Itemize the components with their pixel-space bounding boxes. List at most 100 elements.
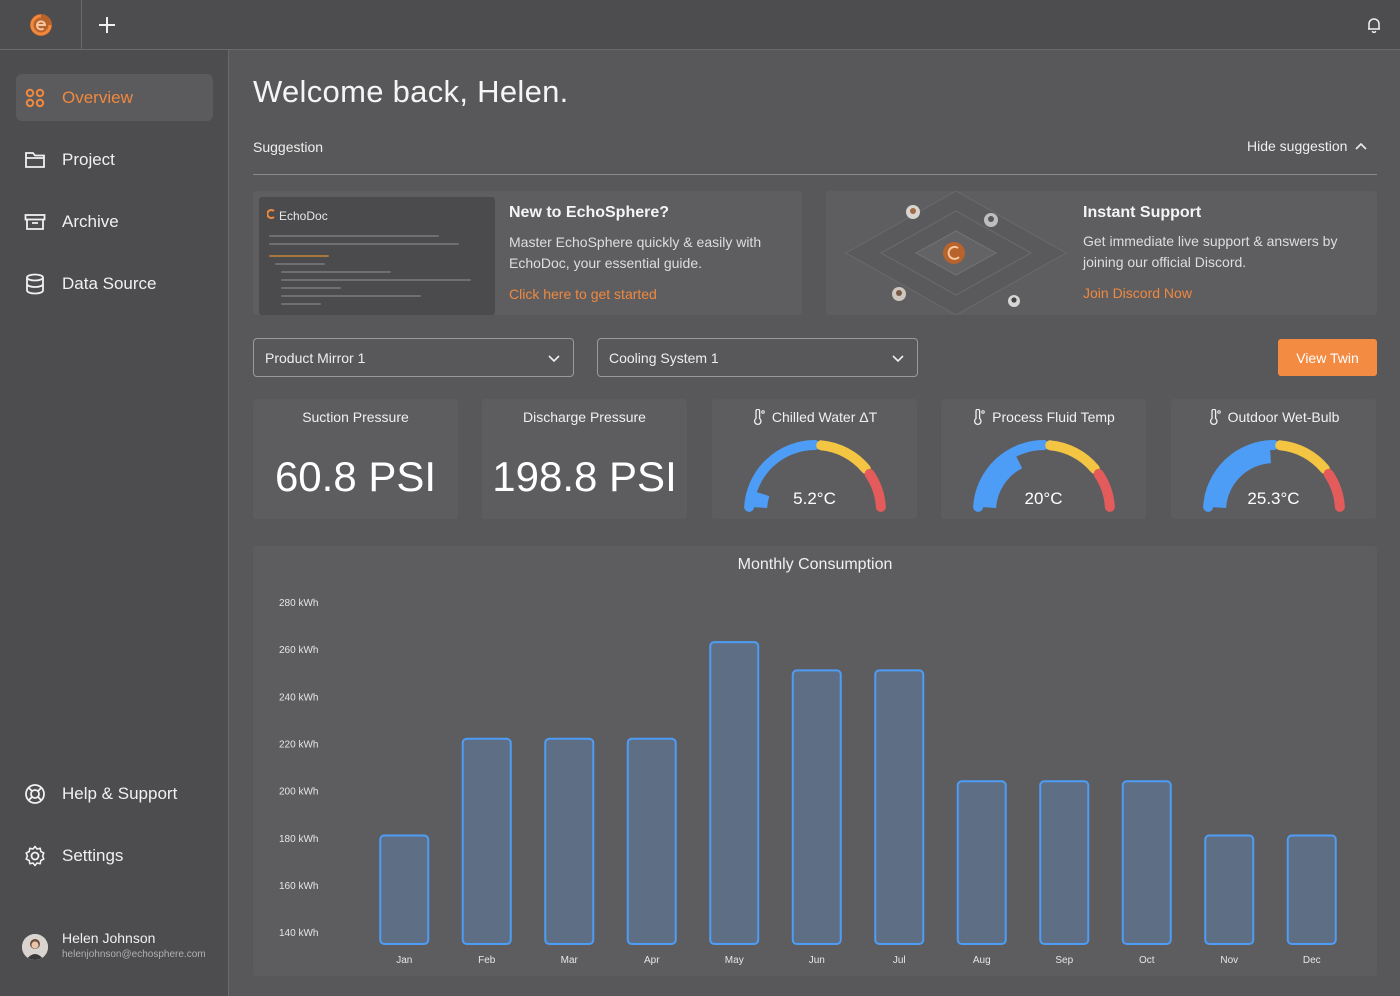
bar-chart: 140 kWh 160 kWh 180 kWh 200 kWh 220 kWh 240 k…: [279, 598, 1337, 966]
y-tick-label: 240 kWh: [279, 692, 318, 703]
chilled-water-gauge: [744, 440, 886, 512]
x-tick-label: Aug: [973, 955, 991, 966]
user-email: helenjohnson@echosphere.com: [62, 949, 206, 960]
echosphere-logo-icon: [29, 14, 52, 36]
system-select[interactable]: Cooling System 1: [597, 338, 918, 377]
gauge-arc: [1045, 440, 1100, 474]
x-tick-label: Jun: [809, 955, 825, 966]
system-select-value: Cooling System 1: [609, 349, 719, 366]
bar: [1204, 834, 1255, 945]
bar: [874, 669, 925, 946]
x-tick-label: Feb: [478, 955, 496, 966]
x-tick-label: Dec: [1303, 955, 1321, 966]
product-select[interactable]: Product Mirror 1: [253, 338, 574, 377]
echodoc-card-text: Master EchoSphere quickly & easily with …: [509, 234, 762, 271]
monthly-consumption-chart: Monthly Consumption 140 kWh 160 kWh 180 kW…: [253, 546, 1377, 976]
grid-icon: [24, 87, 46, 109]
bar: [626, 737, 677, 945]
sidebar-item-archive[interactable]: Archive: [16, 198, 213, 245]
thermometer-icon: [974, 409, 985, 425]
bar: [544, 737, 595, 945]
sidebar-item-overview[interactable]: Overview: [16, 74, 213, 121]
hide-suggestion-button[interactable]: Hide suggestion: [1247, 138, 1367, 154]
x-tick-label: Sep: [1055, 955, 1073, 966]
metric-title-text: Outdoor Wet-Bulb: [1227, 409, 1340, 425]
archive-icon: [24, 211, 46, 233]
gauge-arc: [1323, 468, 1345, 512]
bar: [1286, 834, 1337, 945]
metric-title-text: Process Fluid Temp: [992, 409, 1115, 425]
gauge-arc: [864, 468, 886, 512]
user-name: Helen Johnson: [62, 930, 156, 946]
x-tick-label: Nov: [1220, 955, 1238, 966]
join-discord-link[interactable]: Join Discord Now: [1083, 285, 1192, 301]
user-profile[interactable]: Helen Johnson helenjohnson@echosphere.co…: [22, 930, 222, 974]
bar: [709, 641, 760, 945]
wet-bulb-gauge: [1203, 440, 1345, 512]
gear-icon: [24, 845, 46, 867]
gauge-arc: [744, 440, 820, 512]
sidebar-item-label: Settings: [62, 845, 124, 865]
top-bar: [0, 0, 1400, 50]
gauge-value: 25.3°C: [1247, 489, 1300, 508]
y-tick-label: 140 kWh: [279, 928, 318, 939]
sidebar-item-label: Archive: [62, 211, 119, 231]
echodoc-card-title: New to EchoSphere?: [509, 204, 670, 221]
metric-title: Outdoor Wet-Bulb: [1171, 409, 1376, 425]
divider: [253, 174, 1377, 175]
process-fluid-card: Process Fluid Temp 20°C: [941, 399, 1146, 519]
plus-icon: [99, 17, 115, 33]
bar: [379, 834, 430, 945]
x-tick-label: Apr: [644, 955, 660, 966]
database-icon: [24, 273, 46, 295]
folder-icon: [24, 149, 46, 171]
thermometer-icon: [1209, 409, 1221, 425]
gauge-value: 5.2°C: [793, 489, 836, 508]
x-tick-label: May: [725, 955, 744, 966]
process-fluid-gauge: [973, 440, 1115, 512]
x-tick-label: Jul: [893, 955, 906, 966]
y-tick-label: 160 kWh: [279, 881, 318, 892]
x-tick-label: Oct: [1139, 955, 1155, 966]
y-tick-label: 200 kWh: [279, 787, 318, 798]
gauge-level: [980, 453, 1023, 508]
notifications-button[interactable]: [1362, 13, 1386, 37]
sidebar-item-label: Help & Support: [62, 783, 178, 803]
gauge-arc: [973, 440, 1049, 512]
app-logo[interactable]: [0, 0, 82, 50]
metric-value: 198.8 PSI: [492, 453, 677, 500]
gauge-level: [1210, 447, 1271, 508]
metric-title: Process Fluid Temp: [941, 409, 1146, 425]
chevron-up-icon: [1355, 142, 1367, 150]
wet-bulb-card: Outdoor Wet-Bulb 25.3°C: [1171, 399, 1376, 519]
support-card-title: Instant Support: [1083, 204, 1202, 221]
chilled-water-card: Chilled Water ΔT 5.2°C: [712, 399, 917, 519]
x-tick-label: Mar: [561, 955, 579, 966]
sidebar-item-project[interactable]: Project: [16, 136, 213, 183]
echodoc-preview-title: EchoDoc: [279, 209, 328, 223]
new-tab-button[interactable]: [92, 10, 122, 40]
sidebar: Overview Project Archive Data Source Hel…: [0, 50, 229, 996]
echodoc-preview-image: EchoDoc: [259, 197, 495, 315]
product-select-value: Product Mirror 1: [265, 349, 366, 366]
gauge-arc: [1275, 440, 1330, 474]
get-started-link[interactable]: Click here to get started: [509, 286, 657, 302]
bar: [461, 737, 512, 945]
sidebar-item-label: Overview: [62, 87, 133, 107]
support-card-text: Get immediate live support & answers by …: [1083, 233, 1338, 270]
gauge-arc: [1093, 468, 1115, 512]
bar: [1039, 780, 1090, 945]
sidebar-item-data-source[interactable]: Data Source: [16, 260, 213, 307]
gauge-level: [751, 491, 770, 508]
chevron-down-icon: [892, 355, 904, 363]
sidebar-item-help-support[interactable]: Help & Support: [16, 770, 213, 817]
suggestion-label: Suggestion: [253, 139, 324, 155]
y-tick-label: 280 kWh: [279, 598, 318, 609]
echodoc-suggestion-card: EchoDoc New to EchoSphere? Master EchoSp…: [253, 191, 802, 315]
echodoc-logo-icon: [267, 209, 275, 219]
page-title: Welcome back, Helen.: [253, 74, 569, 109]
view-twin-button[interactable]: View Twin: [1278, 339, 1377, 376]
metric-title: Chilled Water ΔT: [712, 409, 917, 425]
sidebar-item-settings[interactable]: Settings: [16, 832, 213, 879]
chevron-down-icon: [548, 355, 560, 363]
